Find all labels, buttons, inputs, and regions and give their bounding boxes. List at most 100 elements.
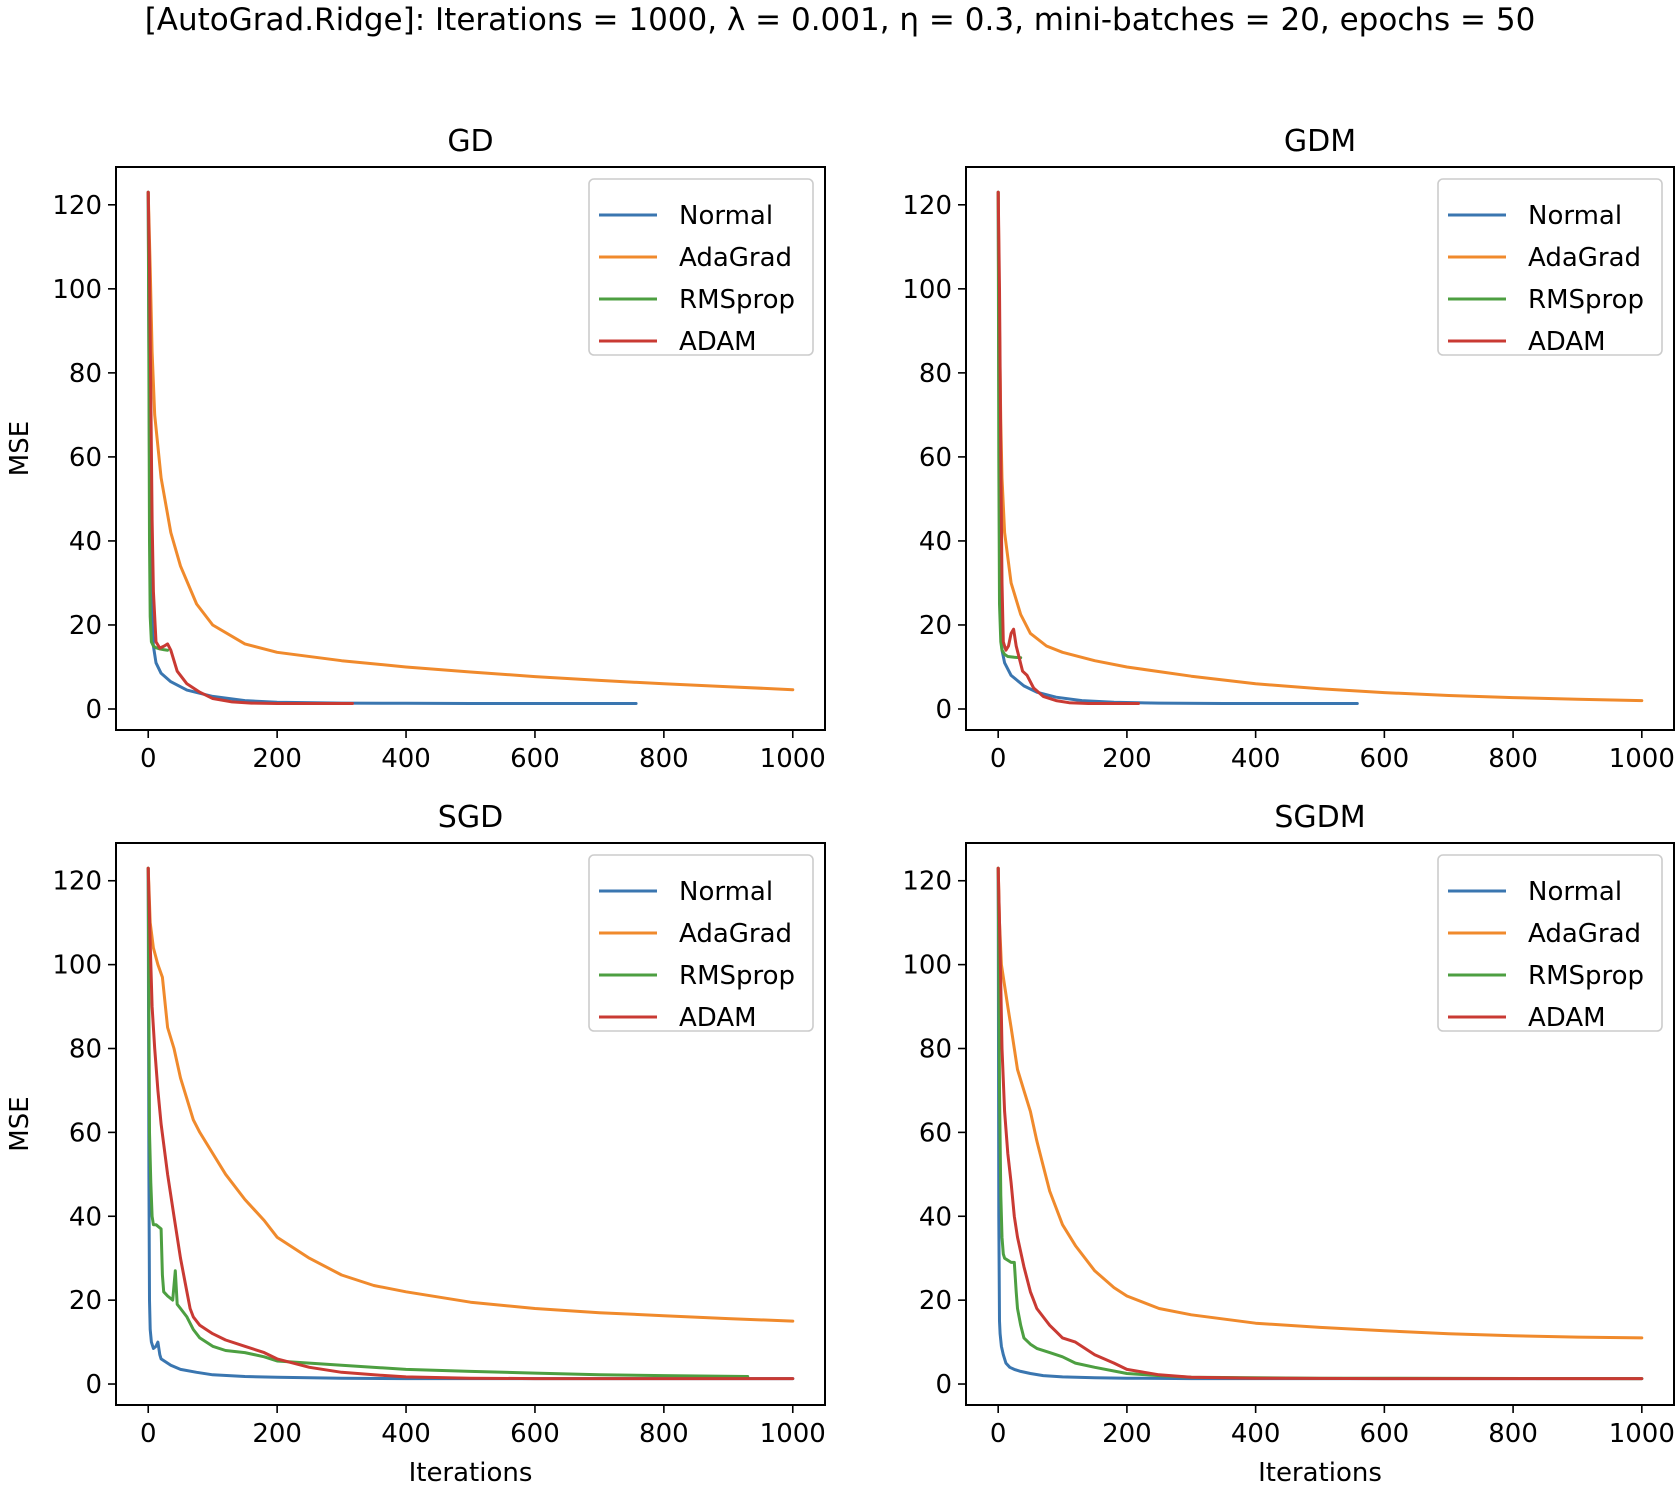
x-tick-label: 1000 xyxy=(760,1419,826,1449)
x-tick-label: 200 xyxy=(252,1419,302,1449)
y-axis-label: MSE xyxy=(5,1096,35,1151)
y-tick-label: 60 xyxy=(69,1118,102,1148)
x-tick-label: 0 xyxy=(140,744,157,774)
y-tick-label: 100 xyxy=(52,951,102,981)
y-tick-label: 40 xyxy=(69,527,102,557)
y-tick-label: 40 xyxy=(69,1202,102,1232)
x-tick-label: 600 xyxy=(1360,744,1410,774)
x-tick-label: 200 xyxy=(1102,744,1152,774)
legend-label-rmsprop: RMSprop xyxy=(679,285,795,315)
x-tick-label: 1000 xyxy=(760,744,826,774)
axes-frame xyxy=(965,166,1675,731)
series-line-adam xyxy=(146,866,795,1381)
x-tick-label: 600 xyxy=(510,1419,560,1449)
x-tick-label: 600 xyxy=(1360,1419,1410,1449)
x-tick-label: 400 xyxy=(381,744,431,774)
legend: Normal AdaGrad RMSprop ADAM xyxy=(1437,854,1663,1033)
legend-label-normal: Normal xyxy=(1528,877,1622,907)
legend-label-rmsprop: RMSprop xyxy=(1528,961,1644,991)
series-lines xyxy=(146,190,795,705)
y-tick-label: 0 xyxy=(935,1370,952,1400)
legend-label-adagrad: AdaGrad xyxy=(1528,243,1641,273)
y-tick-label: 60 xyxy=(69,443,102,473)
subplot-title: GD xyxy=(447,124,493,159)
legend-label-normal: Normal xyxy=(679,201,773,231)
x-tick-label: 800 xyxy=(639,744,689,774)
subplot-title: GDM xyxy=(1284,124,1356,159)
legend: Normal AdaGrad RMSprop ADAM xyxy=(588,178,814,357)
legend-frame xyxy=(1437,854,1663,1032)
series-line-normal xyxy=(996,866,1644,1381)
legend: Normal AdaGrad RMSprop ADAM xyxy=(1437,178,1663,357)
subplot-gd: GD 0 200 400 600 800 1000 0 20 40 60 80 100 120 MSE Nor… xyxy=(5,124,826,774)
y-tick-label: 20 xyxy=(69,1286,102,1316)
y-tick-label: 120 xyxy=(902,191,952,221)
x-tick-label: 800 xyxy=(639,1419,689,1449)
legend-label-adagrad: AdaGrad xyxy=(1528,919,1641,949)
x-tick-label: 1000 xyxy=(1609,1419,1675,1449)
legend-label-rmsprop: RMSprop xyxy=(679,961,795,991)
legend-label-adam: ADAM xyxy=(1528,327,1606,357)
y-tick-label: 80 xyxy=(69,1035,102,1065)
subplot-sgd: SGD 0 200 400 600 800 1000 0 20 40 60 80 100 120 MSE It… xyxy=(5,800,826,1488)
subplot-title: SGD xyxy=(438,800,503,835)
series-line-adagrad xyxy=(146,866,795,1323)
x-axis-label: Iterations xyxy=(409,1458,533,1488)
legend-label-adam: ADAM xyxy=(679,327,757,357)
y-tick-label: 40 xyxy=(919,1202,952,1232)
subplot-title: SGDM xyxy=(1274,800,1365,835)
figure-suptitle: [AutoGrad.Ridge]: Iterations = 1000, λ =… xyxy=(144,2,1536,38)
series-line-adagrad xyxy=(146,190,795,692)
series-line-adam xyxy=(996,866,1644,1381)
y-tick-label: 80 xyxy=(919,359,952,389)
x-tick-label: 400 xyxy=(1231,744,1281,774)
x-axis-label: Iterations xyxy=(1258,1458,1382,1488)
y-tick-label: 120 xyxy=(52,867,102,897)
axes-frame xyxy=(965,842,1675,1406)
legend-label-adagrad: AdaGrad xyxy=(679,919,792,949)
x-tick-label: 200 xyxy=(252,744,302,774)
y-tick-label: 120 xyxy=(52,191,102,221)
legend-label-normal: Normal xyxy=(1528,201,1622,231)
y-tick-label: 100 xyxy=(902,951,952,981)
subplot-sgdm: SGDM 0 200 400 600 800 1000 0 20 40 60 80 100 120 Iter… xyxy=(902,800,1675,1488)
x-tick-label: 400 xyxy=(381,1419,431,1449)
x-tick-label: 1000 xyxy=(1609,744,1675,774)
series-lines xyxy=(146,866,795,1381)
x-tick-label: 0 xyxy=(990,1419,1007,1449)
series-line-rmsprop xyxy=(146,190,170,652)
y-axis-label: MSE xyxy=(5,421,35,476)
legend-label-adam: ADAM xyxy=(1528,1003,1606,1033)
series-line-rmsprop xyxy=(996,866,1644,1381)
series-line-rmsprop xyxy=(146,866,750,1378)
series-line-adam xyxy=(996,190,1140,705)
y-tick-label: 120 xyxy=(902,867,952,897)
series-lines xyxy=(996,866,1644,1381)
series-line-adagrad xyxy=(996,866,1644,1340)
y-tick-label: 0 xyxy=(85,1370,102,1400)
y-tick-label: 60 xyxy=(919,443,952,473)
y-tick-label: 100 xyxy=(902,275,952,305)
y-tick-label: 20 xyxy=(69,611,102,641)
legend-frame xyxy=(588,854,814,1032)
y-tick-label: 80 xyxy=(69,359,102,389)
series-line-normal xyxy=(146,866,795,1381)
legend-label-rmsprop: RMSprop xyxy=(1528,285,1644,315)
legend-frame xyxy=(1437,178,1663,356)
x-tick-label: 200 xyxy=(1102,1419,1152,1449)
legend: Normal AdaGrad RMSprop ADAM xyxy=(588,854,814,1033)
x-tick-label: 0 xyxy=(140,1419,157,1449)
x-tick-label: 0 xyxy=(990,744,1007,774)
y-tick-label: 100 xyxy=(52,275,102,305)
y-tick-label: 20 xyxy=(919,611,952,641)
legend-label-adam: ADAM xyxy=(679,1003,757,1033)
y-tick-label: 20 xyxy=(919,1286,952,1316)
legend-frame xyxy=(588,178,814,356)
series-line-rmsprop xyxy=(996,190,1023,660)
legend-label-normal: Normal xyxy=(679,877,773,907)
y-tick-label: 60 xyxy=(919,1118,952,1148)
subplot-gdm: GDM 0 200 400 600 800 1000 0 20 40 60 80 100 120 Norma… xyxy=(902,124,1675,774)
x-tick-label: 400 xyxy=(1231,1419,1281,1449)
series-line-adam xyxy=(146,190,354,705)
